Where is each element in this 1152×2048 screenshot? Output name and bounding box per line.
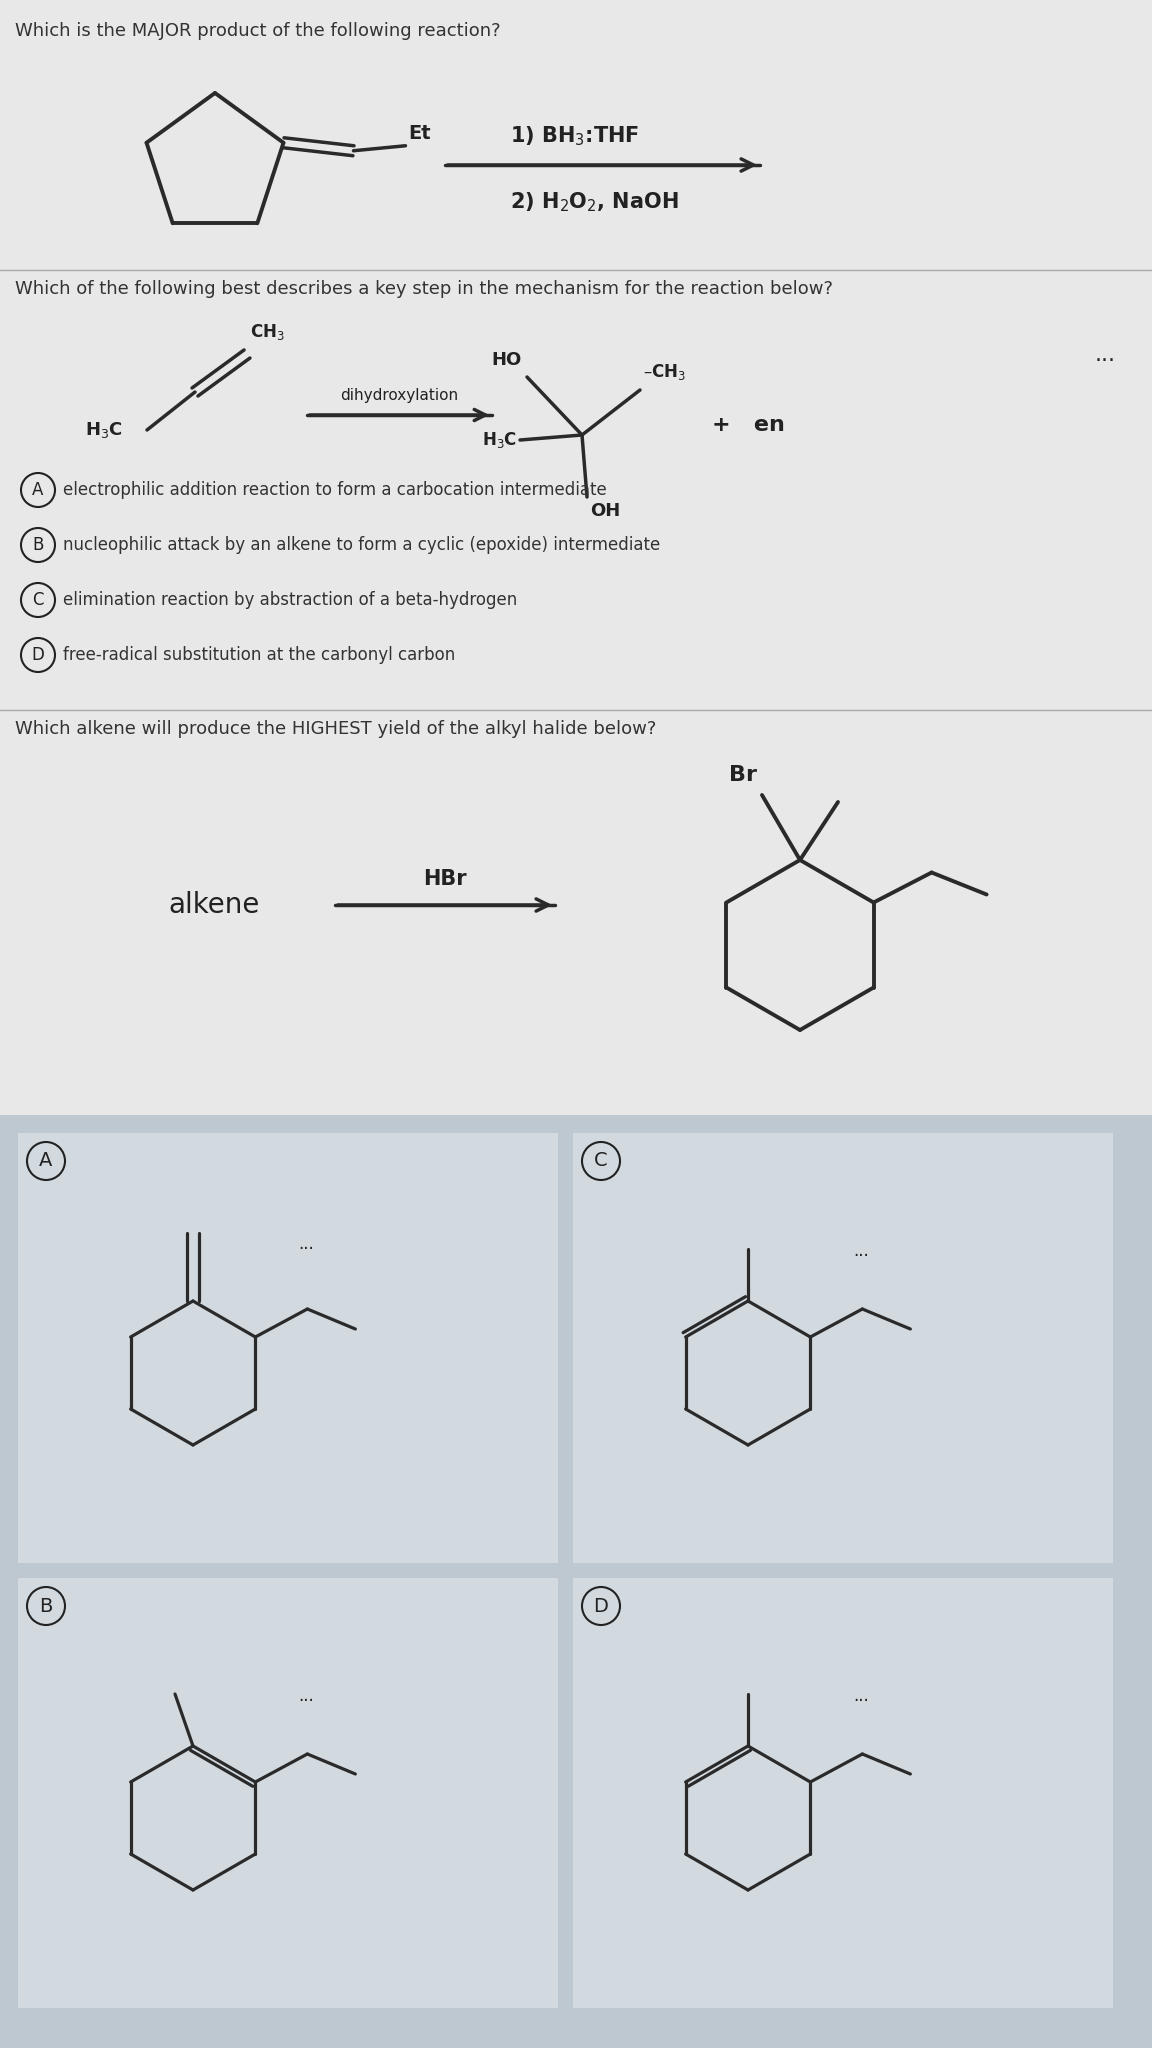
Text: HO: HO — [492, 350, 522, 369]
Text: ...: ... — [1096, 344, 1116, 365]
Bar — [573, 1579, 1113, 2007]
Text: ...: ... — [852, 1688, 869, 1706]
Text: electrophilic addition reaction to form a carbocation intermediate: electrophilic addition reaction to form … — [63, 481, 607, 500]
Text: D: D — [593, 1597, 608, 1616]
Text: H$_3$C: H$_3$C — [482, 430, 517, 451]
Bar — [18, 1579, 558, 2007]
Text: C: C — [32, 592, 44, 608]
Text: ...: ... — [852, 1241, 869, 1260]
Text: nucleophilic attack by an alkene to form a cyclic (epoxide) intermediate: nucleophilic attack by an alkene to form… — [63, 537, 660, 555]
Text: HBr: HBr — [423, 868, 467, 889]
Text: dihydroxylation: dihydroxylation — [340, 387, 458, 403]
Text: D: D — [31, 645, 45, 664]
Text: ...: ... — [298, 1688, 313, 1706]
Text: –CH$_3$: –CH$_3$ — [643, 362, 687, 383]
Bar — [18, 1133, 558, 1563]
Text: Which alkene will produce the HIGHEST yield of the alkyl halide below?: Which alkene will produce the HIGHEST yi… — [15, 721, 657, 737]
Text: Et: Et — [409, 123, 431, 143]
Text: +   en: + en — [712, 416, 785, 434]
Text: free-radical substitution at the carbonyl carbon: free-radical substitution at the carbony… — [63, 645, 455, 664]
Text: Which is the MAJOR product of the following reaction?: Which is the MAJOR product of the follow… — [15, 23, 501, 41]
Text: C: C — [594, 1151, 608, 1171]
Text: Which of the following best describes a key step in the mechanism for the reacti: Which of the following best describes a … — [15, 281, 833, 299]
Bar — [0, 1114, 1152, 2048]
Text: A: A — [39, 1151, 53, 1171]
Text: ...: ... — [298, 1235, 313, 1253]
Text: H$_3$C: H$_3$C — [85, 420, 123, 440]
Text: B: B — [39, 1597, 53, 1616]
Bar — [573, 1133, 1113, 1563]
Text: 2) H$_2$O$_2$, NaOH: 2) H$_2$O$_2$, NaOH — [510, 190, 679, 213]
Text: Br: Br — [729, 766, 757, 784]
Text: B: B — [32, 537, 44, 555]
Text: alkene: alkene — [168, 891, 259, 920]
Text: CH$_3$: CH$_3$ — [250, 322, 285, 342]
Text: A: A — [32, 481, 44, 500]
Text: OH: OH — [590, 502, 620, 520]
Text: elimination reaction by abstraction of a beta-hydrogen: elimination reaction by abstraction of a… — [63, 592, 517, 608]
Text: 1) BH$_3$:THF: 1) BH$_3$:THF — [510, 125, 639, 147]
